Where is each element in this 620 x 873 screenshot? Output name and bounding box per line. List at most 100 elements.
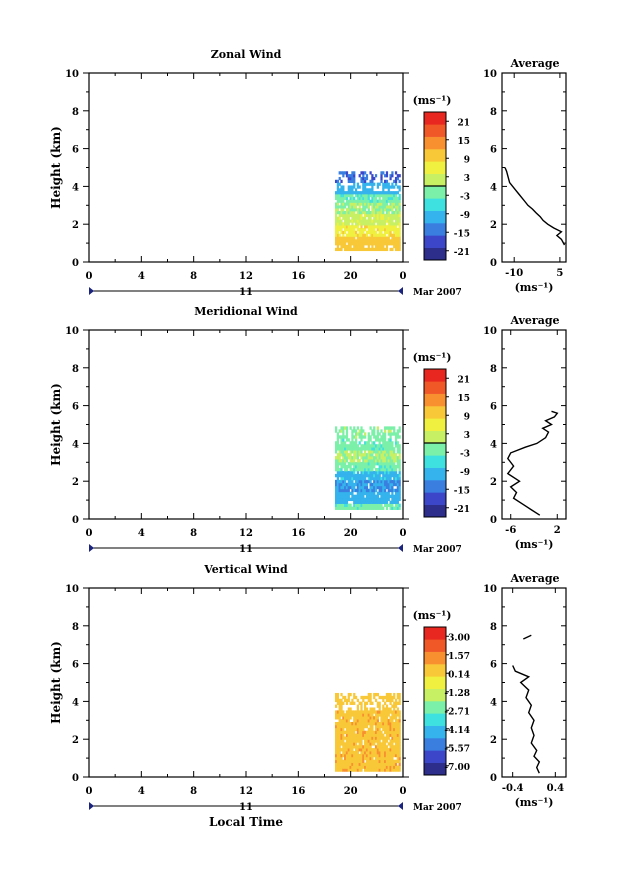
heatmap-cell bbox=[398, 188, 401, 192]
heatmap-cell bbox=[380, 751, 383, 755]
heatmap-cell bbox=[356, 456, 359, 460]
heatmap-cell bbox=[354, 473, 358, 478]
heatmap-cell bbox=[342, 196, 345, 201]
y-tick-label: 2 bbox=[72, 477, 79, 488]
heatmap-cell bbox=[336, 479, 339, 484]
heatmap-cell bbox=[351, 216, 354, 220]
heatmap-cell bbox=[384, 242, 387, 246]
heatmap-cell bbox=[398, 503, 401, 507]
heatmap-cell bbox=[387, 756, 390, 761]
heatmap-cell bbox=[353, 692, 356, 697]
heatmap-cell bbox=[369, 768, 372, 772]
heatmap-cell bbox=[396, 185, 399, 189]
heatmap-cell bbox=[378, 473, 381, 478]
heatmap-cell bbox=[396, 465, 399, 469]
heatmap-cell bbox=[360, 225, 363, 229]
heatmap-cell bbox=[378, 491, 381, 496]
heatmap-cell bbox=[374, 453, 378, 457]
heatmap-cell bbox=[376, 759, 379, 764]
heatmap-cell bbox=[358, 432, 361, 436]
heatmap-cell bbox=[394, 745, 398, 749]
heatmap-cell bbox=[376, 739, 379, 743]
heatmap-cell bbox=[376, 762, 379, 766]
heatmap-cell bbox=[384, 482, 387, 487]
heatmap-cell bbox=[358, 459, 361, 463]
heatmap-cell bbox=[398, 450, 401, 454]
heatmap-cell bbox=[362, 179, 365, 184]
heatmap-cell bbox=[334, 730, 338, 734]
heatmap-cell bbox=[344, 462, 347, 466]
x-axis-label: Local Time bbox=[209, 815, 283, 829]
heatmap-cell bbox=[376, 216, 379, 220]
x-tick-label: 12 bbox=[239, 271, 253, 282]
heatmap-cell bbox=[396, 724, 399, 729]
heatmap-cell bbox=[336, 713, 339, 717]
heatmap-cell bbox=[360, 465, 363, 469]
heatmap-cell bbox=[342, 438, 345, 442]
heatmap-cell bbox=[351, 742, 354, 746]
heatmap-cell bbox=[336, 185, 339, 189]
heatmap-cell bbox=[360, 216, 363, 220]
heatmap-cell bbox=[385, 719, 389, 723]
heatmap-cell bbox=[365, 444, 369, 448]
heatmap-cell bbox=[398, 724, 401, 729]
heatmap-cell bbox=[336, 453, 339, 457]
heatmap-cell bbox=[338, 233, 341, 237]
heatmap-cell bbox=[389, 473, 392, 478]
heatmap-cell bbox=[349, 227, 352, 232]
heatmap-cell bbox=[342, 716, 345, 720]
heatmap-cell bbox=[382, 199, 385, 203]
heatmap-cell bbox=[378, 453, 381, 457]
heatmap-cell bbox=[340, 710, 343, 714]
heatmap-cell bbox=[387, 713, 390, 717]
heatmap-cell bbox=[384, 762, 387, 766]
heatmap-cell bbox=[334, 759, 338, 764]
x-tick-label: 0 bbox=[400, 786, 407, 797]
heatmap-cell bbox=[373, 222, 376, 226]
heatmap-cell bbox=[342, 701, 345, 705]
heatmap-cell bbox=[347, 506, 350, 510]
heatmap-cell bbox=[365, 199, 369, 203]
heatmap-cell bbox=[342, 244, 345, 249]
heatmap-cell bbox=[356, 759, 359, 764]
heatmap-cell bbox=[349, 210, 352, 215]
average-y-tick-label: 0 bbox=[490, 515, 497, 526]
heatmap-cell bbox=[345, 751, 349, 755]
heatmap-cell bbox=[394, 444, 398, 448]
heatmap-cell bbox=[385, 242, 389, 246]
heatmap-cell bbox=[358, 185, 361, 189]
heatmap-cell bbox=[367, 733, 370, 737]
heatmap-cell bbox=[360, 444, 363, 448]
heatmap-cell bbox=[384, 447, 387, 451]
heatmap-cell bbox=[336, 476, 339, 481]
heatmap-cell bbox=[336, 751, 339, 755]
heatmap-cell bbox=[387, 695, 390, 700]
heatmap-cell bbox=[334, 736, 338, 740]
heatmap-cell bbox=[367, 225, 370, 229]
heatmap-cell bbox=[334, 762, 338, 766]
heatmap-cell bbox=[336, 698, 339, 703]
heatmap-cell bbox=[371, 441, 374, 445]
heatmap-cell bbox=[365, 247, 369, 252]
heatmap-cell bbox=[382, 494, 385, 499]
heatmap-cell bbox=[396, 210, 399, 215]
heatmap-cell bbox=[360, 456, 363, 460]
heatmap-cell bbox=[384, 707, 387, 711]
heatmap-cell bbox=[342, 727, 345, 732]
heatmap-cell bbox=[394, 432, 398, 436]
heatmap-cell bbox=[378, 488, 381, 493]
heatmap-cell bbox=[369, 179, 372, 184]
heatmap-cell bbox=[380, 247, 383, 252]
heatmap-cell bbox=[338, 219, 341, 223]
heatmap-cell bbox=[362, 736, 365, 740]
heatmap-cell bbox=[358, 208, 361, 212]
heatmap-cell bbox=[358, 753, 361, 758]
heatmap-cell bbox=[391, 208, 394, 212]
heatmap-cell bbox=[356, 765, 359, 769]
heatmap-cell bbox=[394, 768, 398, 772]
heatmap-cell bbox=[384, 695, 387, 700]
heatmap-cell bbox=[362, 756, 365, 761]
heatmap-cell bbox=[384, 450, 387, 454]
heatmap-cell bbox=[376, 500, 379, 505]
heatmap-cell bbox=[336, 721, 339, 726]
